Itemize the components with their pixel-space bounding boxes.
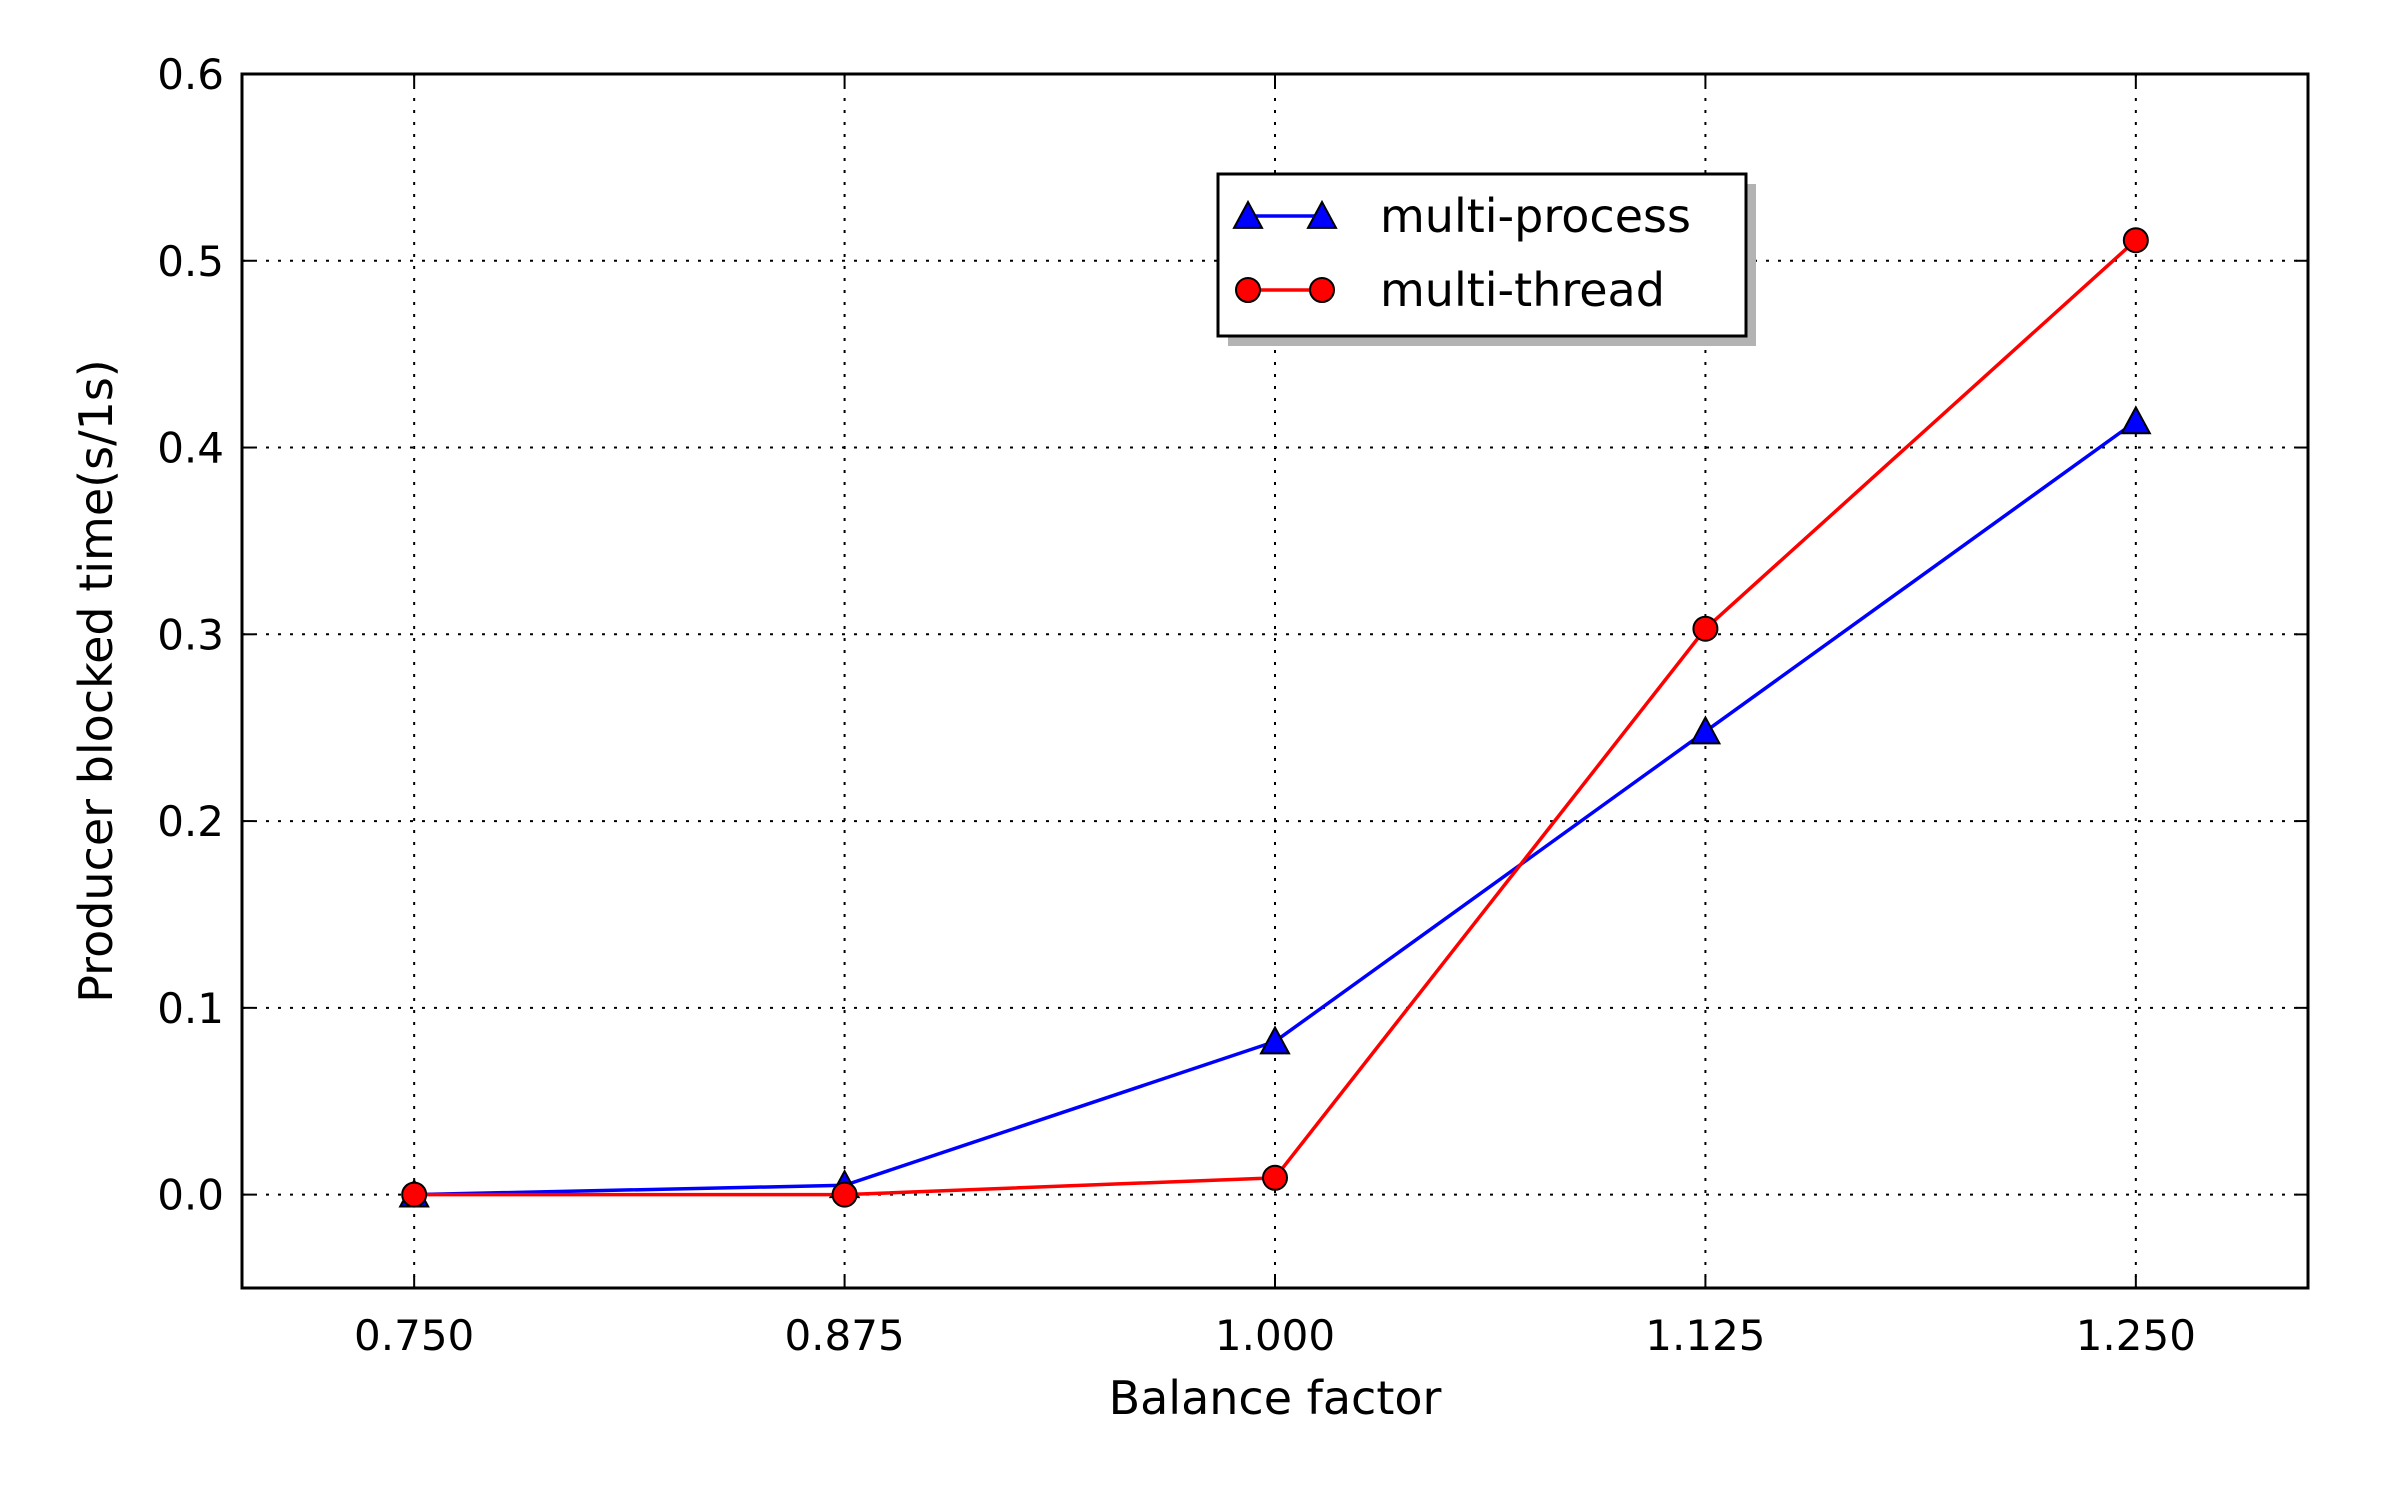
data-point-multi-thread (1692, 615, 1719, 642)
y-tick-label: 0.6 (157, 50, 224, 99)
data-point-multi-thread (2122, 227, 2149, 254)
data-point-multi-process (1689, 715, 1722, 745)
x-tick-label: 1.125 (1645, 1311, 1765, 1360)
legend-marker (1232, 199, 1264, 229)
legend-box (1216, 172, 1748, 338)
y-tick-label: 0.5 (157, 237, 224, 286)
y-tick-label: 0.3 (157, 610, 224, 659)
legend-marker (1309, 277, 1335, 303)
data-point-multi-thread (1262, 1164, 1288, 1191)
y-axis-label: Producer blocked time(s/1s) (69, 359, 123, 1003)
x-axis-label: Balance factor (1109, 1371, 1442, 1425)
y-tick-label: 0.2 (157, 797, 224, 846)
legend: multi-process multi-thread (1216, 172, 1756, 346)
data-point-multi-process (1259, 1025, 1291, 1055)
x-tick-label: 1.250 (2076, 1311, 2196, 1360)
data-point-multi-thread (831, 1181, 858, 1208)
data-point-multi-thread (401, 1181, 428, 1208)
series-multi-thread (401, 227, 2149, 1208)
x-tick-label: 0.750 (354, 1311, 474, 1360)
legend-label: multi-process (1380, 189, 1691, 243)
legend-entry-multi-process: multi-process (1232, 189, 1691, 243)
legend-entry-multi-thread: multi-thread (1235, 263, 1665, 317)
series (398, 227, 2152, 1208)
data-point-multi-process (2120, 405, 2152, 435)
legend-marker (1306, 199, 1338, 229)
x-tick-label: 1.000 (1215, 1311, 1335, 1360)
legend-marker (1235, 277, 1261, 303)
y-tick-label: 0.0 (157, 1171, 224, 1220)
y-tick-label: 0.1 (157, 984, 224, 1033)
legend-label: multi-thread (1380, 263, 1665, 317)
x-tick-label: 0.875 (784, 1311, 904, 1360)
axis-ticks: 0.750 0.875 1.000 1.125 1.250 0.0 0.1 0.2 0.3 0.4… (157, 50, 2308, 1360)
y-tick-label: 0.4 (157, 424, 224, 473)
